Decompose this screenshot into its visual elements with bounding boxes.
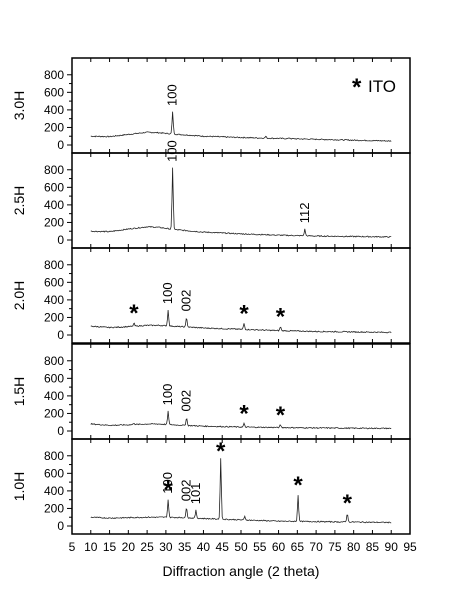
- y-tick-label: 400: [44, 484, 64, 498]
- y-tick-label: 800: [44, 449, 64, 463]
- y-tick-label: 600: [44, 180, 64, 194]
- xrd-trace-2.5H: [90, 167, 392, 238]
- y-tick-label: 0: [57, 233, 64, 247]
- y-tick-label: 200: [44, 310, 64, 324]
- peak-label: 100: [165, 84, 180, 106]
- x-tick-label: 65: [291, 540, 305, 554]
- ito-peak-marker: *: [239, 300, 249, 327]
- y-tick-label: 400: [44, 198, 64, 212]
- ito-peak-marker: *: [293, 472, 303, 499]
- y-tick-label: 200: [44, 501, 64, 515]
- legend-label: ITO: [368, 77, 396, 96]
- panel-ylabel: 3.0H: [11, 91, 27, 121]
- y-tick-label: 800: [44, 163, 64, 177]
- panel-ylabel: 1.5H: [11, 377, 27, 407]
- x-tick-label: 45: [216, 540, 230, 554]
- y-tick-label: 0: [57, 519, 64, 533]
- ito-peak-marker: *: [276, 304, 286, 331]
- peak-label: 100: [160, 282, 175, 304]
- x-tick-label: 70: [309, 540, 323, 554]
- panel-ylabel: 2.5H: [11, 186, 27, 216]
- ito-peak-marker: *: [343, 490, 353, 517]
- y-tick-label: 800: [44, 68, 64, 82]
- ito-peak-marker: *: [129, 300, 139, 327]
- y-tick-label: 0: [57, 328, 64, 342]
- xrd-trace-3.0H: [90, 111, 392, 142]
- panel-ylabel: 1.0H: [11, 472, 27, 502]
- y-tick-label: 800: [44, 258, 64, 272]
- peak-label: 100: [160, 472, 175, 494]
- legend-marker: *: [352, 74, 362, 101]
- xrd-trace-1.0H: [90, 458, 392, 524]
- x-tick-label: 60: [272, 540, 286, 554]
- panel-frame-0: [71, 57, 411, 154]
- x-tick-label: 5: [69, 540, 76, 554]
- y-tick-label: 400: [44, 389, 64, 403]
- y-tick-label: 600: [44, 466, 64, 480]
- y-tick-label: 200: [44, 406, 64, 420]
- y-tick-label: 600: [44, 275, 64, 289]
- y-tick-label: 200: [44, 215, 64, 229]
- xrd-trace-1.5H: [90, 410, 392, 430]
- x-tick-label: 50: [234, 540, 248, 554]
- peak-label: 002: [179, 290, 194, 312]
- x-tick-label: 20: [122, 540, 136, 554]
- x-tick-label: 55: [253, 540, 267, 554]
- y-tick-label: 0: [57, 424, 64, 438]
- x-tick-label: 15: [103, 540, 117, 554]
- y-tick-label: 400: [44, 103, 64, 117]
- x-axis-title: Diffraction angle (2 theta): [163, 563, 320, 579]
- ito-peak-marker: *: [163, 477, 173, 504]
- x-tick-label: 80: [347, 540, 361, 554]
- peak-label: 100: [160, 384, 175, 406]
- xrd-trace-2.0H: [90, 309, 392, 334]
- peak-label: 101: [188, 483, 203, 505]
- x-tick-label: 25: [140, 540, 154, 554]
- x-tick-label: 40: [197, 540, 211, 554]
- x-tick-label: 35: [178, 540, 192, 554]
- x-tick-label: 90: [385, 540, 399, 554]
- y-tick-label: 600: [44, 85, 64, 99]
- y-tick-label: 200: [44, 120, 64, 134]
- x-tick-label: 30: [159, 540, 173, 554]
- x-tick-label: 10: [84, 540, 98, 554]
- x-tick-label: 85: [366, 540, 380, 554]
- peak-label: 002: [179, 390, 194, 412]
- peak-label: 112: [297, 202, 312, 223]
- peak-label: 100: [165, 140, 180, 162]
- y-tick-label: 400: [44, 293, 64, 307]
- ito-peak-marker: *: [216, 438, 226, 465]
- ito-peak-marker: *: [276, 402, 286, 429]
- y-tick-label: 600: [44, 371, 64, 385]
- y-tick-label: 0: [57, 138, 64, 152]
- peak-label: 002: [179, 480, 194, 502]
- ito-peak-marker: *: [239, 401, 249, 428]
- panel-ylabel: 2.0H: [11, 281, 27, 311]
- x-tick-label: 95: [403, 540, 417, 554]
- x-tick-label: 75: [328, 540, 342, 554]
- y-tick-label: 800: [44, 354, 64, 368]
